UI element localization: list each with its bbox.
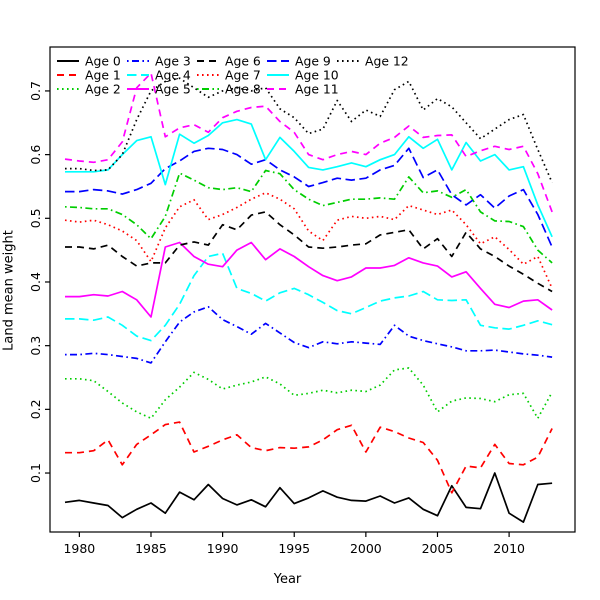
x-tick-label: 2000 (350, 541, 382, 556)
y-tick-label: 0.4 (28, 272, 43, 292)
series-line-age-6 (65, 211, 553, 293)
series-line-age-8 (64, 169, 553, 264)
x-tick-label: 1990 (207, 541, 239, 556)
legend-label-age-1: Age 1 (85, 68, 121, 83)
legend-label-age-9: Age 9 (295, 54, 331, 69)
series-line-age-10 (65, 118, 553, 238)
x-tick-label: 1985 (135, 541, 167, 556)
y-tick-label: 0.1 (28, 463, 43, 483)
legend-label-age-5: Age 5 (155, 82, 191, 97)
legend-label-age-6: Age 6 (225, 54, 261, 69)
series-line-age-1 (65, 421, 553, 494)
legend-label-age-3: Age 3 (155, 54, 191, 69)
y-tick-label: 0.5 (28, 208, 43, 228)
plot-border (49, 46, 576, 533)
y-tick-label: 0.6 (28, 145, 43, 165)
x-tick-label: 1980 (63, 541, 95, 556)
series-line-age-11 (64, 72, 553, 213)
series-line-age-0 (64, 472, 553, 523)
series-line-age-5 (65, 241, 553, 318)
legend-label-age-4: Age 4 (155, 68, 191, 83)
legend-label-age-2: Age 2 (85, 82, 121, 97)
x-tick-label: 1995 (278, 541, 310, 556)
series-line-age-3 (65, 305, 553, 364)
legend-label-age-10: Age 10 (295, 68, 339, 83)
y-axis-label: Land mean weight (1, 230, 17, 351)
x-axis-label: Year (273, 572, 302, 587)
x-tick-label: 2005 (422, 541, 454, 556)
legend-label-age-7: Age 7 (225, 68, 261, 83)
legend-label-age-0: Age 0 (85, 54, 121, 69)
series-line-age-7 (64, 191, 553, 289)
y-tick-label: 0.3 (28, 336, 43, 356)
legend-label-age-11: Age 11 (295, 82, 339, 97)
x-tick-label: 2010 (493, 541, 525, 556)
series-line-age-9 (65, 147, 553, 248)
legend-label-age-8: Age 8 (225, 82, 261, 97)
y-tick-label: 0.7 (28, 81, 43, 101)
series-line-age-2 (65, 367, 553, 420)
y-tick-label: 0.2 (28, 399, 43, 419)
legend-label-age-12: Age 12 (365, 54, 409, 69)
series-line-age-4 (65, 252, 553, 342)
